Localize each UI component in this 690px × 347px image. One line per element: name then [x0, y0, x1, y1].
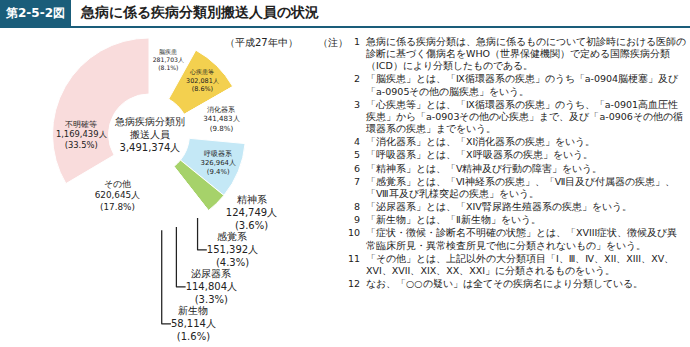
- html-text:第2-5-2図: 第2-5-2図: [6, 6, 65, 20]
- html-text:「症状・徴候・診断名不明確の状態」とは、「XVIII症状、徴: 「症状・徴候・診断名不明確の状態」とは、「XVIII症状、徴候及び異常臨床所見・…: [366, 227, 678, 251]
- svg-text:感覚系151,392人(4.3%): 感覚系151,392人(4.3%): [207, 231, 258, 268]
- html-text:10: 10: [347, 227, 360, 239]
- html-text:なお、「○○の疑い」は全てその疾病名により分類している。: なお、「○○の疑い」は全てその疾病名により分類している。: [366, 278, 643, 289]
- html-text:12: 12: [347, 278, 360, 289]
- html-text:「精神系」とは、「Ⅴ精神及び行動の障害」をいう。: 「精神系」とは、「Ⅴ精神及び行動の障害」をいう。: [366, 162, 603, 174]
- html-text:5: 5: [354, 149, 360, 161]
- html-text:1: 1: [354, 36, 360, 47]
- html-text:7: 7: [354, 175, 360, 187]
- html-text:2: 2: [354, 73, 360, 85]
- html-text:「脳疾患」とは、「Ⅸ循環器系の疾患」のうち「a-0904脳梗: 「脳疾患」とは、「Ⅸ循環器系の疾患」のうち「a-0904脳梗塞」及び「a-090…: [366, 73, 679, 97]
- html-text:8: 8: [354, 201, 360, 212]
- html-text:4: 4: [354, 136, 360, 148]
- svg-text:精神系124,749人(3.6%): 精神系124,749人(3.6%): [226, 194, 277, 231]
- html-text:「心疾患等」とは、「Ⅸ循環器系の疾患」のうち、「a-0901: 「心疾患等」とは、「Ⅸ循環器系の疾患」のうち、「a-0901高血圧性疾患」から「…: [366, 98, 683, 135]
- html-text:「泌尿器系」とは、「XIV腎尿路生殖器系の疾患」をいう。: 「泌尿器系」とは、「XIV腎尿路生殖器系の疾患」をいう。: [366, 201, 632, 212]
- svg-text:不明確等1,169,439人(33.5%): 不明確等1,169,439人(33.5%): [56, 119, 107, 151]
- svg-text:呼吸器系326,964人(9.4%): 呼吸器系326,964人(9.4%): [201, 150, 236, 176]
- svg-text:急病疾病分類別搬送人員3,491,374人: 急病疾病分類別搬送人員3,491,374人: [114, 116, 185, 153]
- html-text:急病に係る疾病分類別搬送人員の状況: 急病に係る疾病分類別搬送人員の状況: [81, 4, 319, 20]
- svg-text:泌尿器系114,804人(3.3%): 泌尿器系114,804人(3.3%): [186, 268, 237, 305]
- html-text:「新生物」とは、「Ⅱ新生物」をいう。: 「新生物」とは、「Ⅱ新生物」をいう。: [366, 214, 541, 226]
- html-text:「感覚系」とは、「Ⅵ神経系の疾患」、「Ⅶ目及び付属器の疾患」: 「感覚系」とは、「Ⅵ神経系の疾患」、「Ⅶ目及び付属器の疾患」、「Ⅷ耳及び乳様突起…: [366, 175, 676, 199]
- svg-text:その他620,645人(17.8%): その他620,645人(17.8%): [95, 179, 141, 212]
- svg-text:新生物58,114人(1.6%): 新生物58,114人(1.6%): [171, 305, 216, 342]
- html-text:9: 9: [354, 214, 360, 226]
- html-text:急病に係る疾病分類は、急病に係るものについて初診時における医: 急病に係る疾病分類は、急病に係るものについて初診時における医師の診断に基づく傷病…: [366, 36, 686, 72]
- html-text:「その他」とは、上記以外の大分類項目「Ⅰ、Ⅲ、Ⅳ、XII、X: 「その他」とは、上記以外の大分類項目「Ⅰ、Ⅲ、Ⅳ、XII、XIII、XV、XVI…: [366, 252, 675, 276]
- svg-text:心疾患等302,081人(8.6%): 心疾患等302,081人(8.6%): [186, 68, 219, 93]
- html-text:「消化器系」とは、「XI消化器系の疾患」をいう。: 「消化器系」とは、「XI消化器系の疾患」をいう。: [366, 136, 596, 148]
- html-text:3: 3: [354, 98, 360, 110]
- svg-text:脳疾患281,703人(8.1%): 脳疾患281,703人(8.1%): [153, 48, 184, 71]
- html-text:6: 6: [354, 162, 360, 174]
- html-text:「呼吸器系」とは、「Ⅹ呼吸器系の疾患」をいう。: 「呼吸器系」とは、「Ⅹ呼吸器系の疾患」をいう。: [366, 149, 593, 161]
- html-text:（平成27年中）: （平成27年中）: [225, 37, 298, 48]
- svg-text:消化器系341,483人(9.8%): 消化器系341,483人(9.8%): [203, 105, 239, 132]
- html-text:（注）: （注）: [318, 37, 348, 48]
- html-text:11: 11: [347, 252, 360, 264]
